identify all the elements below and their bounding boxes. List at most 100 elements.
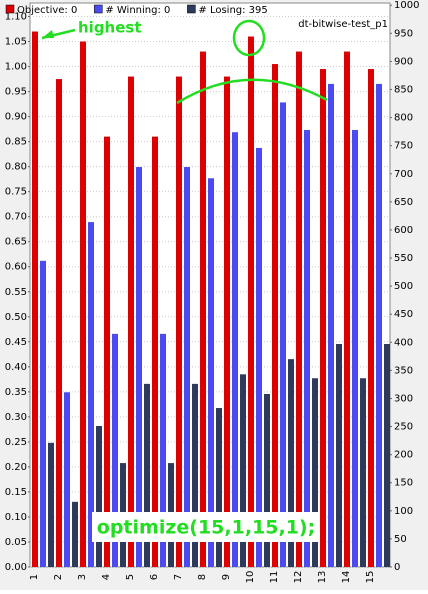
bar — [344, 51, 350, 568]
bar — [96, 426, 102, 567]
y2-tick-label: 800 — [394, 113, 413, 124]
y2-tick-label: 0 — [394, 562, 400, 573]
arrowhead — [42, 30, 54, 38]
y2-tick-label: 750 — [394, 141, 413, 152]
y-tick-label: 0.15 — [5, 487, 27, 498]
bar — [288, 359, 294, 567]
legend-swatch — [5, 4, 15, 14]
y-tick-label: 0.20 — [5, 462, 27, 473]
bar — [384, 343, 390, 567]
circle-mark — [232, 19, 266, 57]
y-tick-label: 0.50 — [5, 312, 27, 323]
y-tick-label: 0.75 — [5, 187, 27, 198]
x-tick-label: 6 — [149, 574, 160, 580]
x-tick-label: 7 — [173, 574, 184, 580]
y-tick-label: 0.05 — [5, 537, 27, 548]
x-tick-label: 1 — [29, 574, 40, 580]
y-tick-label: 0.10 — [5, 512, 27, 523]
y2-tick-label: 450 — [394, 309, 413, 320]
x-tick-label: 9 — [221, 574, 232, 580]
y-tick-label: 0.85 — [5, 137, 27, 148]
y2-tick-label: 150 — [394, 478, 413, 489]
x-tick-label: 5 — [125, 574, 136, 580]
bar — [128, 76, 134, 567]
y2-tick-label: 300 — [394, 393, 413, 404]
x-tick-label: 13 — [317, 571, 328, 584]
x-tick-label: 11 — [269, 571, 280, 584]
y-tick-label: 0.65 — [5, 237, 27, 248]
bar — [192, 383, 198, 567]
y2-tick-label: 350 — [394, 365, 413, 376]
y-tick-label: 0.00 — [5, 562, 27, 573]
bar — [40, 260, 46, 567]
x-tick-label: 3 — [77, 574, 88, 580]
subtitle: dt-bitwise-test_p1 — [298, 19, 388, 30]
y2-tick-label: 200 — [394, 450, 413, 461]
bar — [312, 378, 318, 567]
bar — [232, 132, 238, 567]
y2-tick-label: 500 — [394, 281, 413, 292]
bar — [152, 136, 158, 567]
y-tick-label: 0.30 — [5, 412, 27, 423]
y-tick-label: 0.95 — [5, 87, 27, 98]
y-tick-label: 0.60 — [5, 262, 27, 273]
bar — [360, 378, 366, 567]
bar — [248, 36, 254, 567]
legend-label: # Winning: 0 — [105, 5, 170, 16]
x-tick-label: 14 — [341, 571, 352, 584]
y2-tick-label: 100 — [394, 506, 413, 517]
y2-tick-label: 250 — [394, 422, 413, 433]
bar — [72, 501, 78, 567]
y2-tick-label: 50 — [394, 534, 407, 545]
bar — [32, 31, 38, 568]
y2-tick-label: 950 — [394, 28, 413, 39]
legend-swatch — [187, 4, 196, 14]
x-tick-label: 10 — [245, 571, 256, 584]
y-tick-label: 0.80 — [5, 162, 27, 173]
bar — [336, 343, 342, 567]
bar — [256, 147, 262, 568]
x-tick-label: 4 — [101, 574, 112, 580]
bar — [264, 393, 270, 567]
y2-tick-label: 550 — [394, 253, 413, 264]
y-tick-label: 0.55 — [5, 287, 27, 298]
y-tick-label: 1.00 — [5, 62, 27, 73]
bar — [328, 83, 334, 568]
legend-label: Objective: 0 — [17, 5, 77, 16]
bar — [208, 178, 214, 567]
y2-tick-label: 900 — [394, 56, 413, 67]
legend-label: # Losing: 395 — [198, 5, 267, 16]
bar — [280, 102, 286, 567]
x-tick-label: 8 — [197, 574, 208, 580]
legend-swatch — [94, 4, 103, 14]
bar — [240, 374, 246, 567]
annotation: optimize(15,1,15,1); — [97, 517, 315, 539]
y-tick-label: 0.25 — [5, 437, 27, 448]
bar — [184, 167, 190, 568]
y-tick-label: 0.45 — [5, 337, 27, 348]
y2-tick-label: 650 — [394, 197, 413, 208]
bar — [56, 79, 62, 567]
y2-tick-label: 1000 — [394, 0, 419, 11]
bar — [320, 69, 326, 567]
y2-tick-label: 850 — [394, 85, 413, 96]
y-tick-label: 0.70 — [5, 212, 27, 223]
y2-tick-label: 600 — [394, 225, 413, 236]
y2-tick-label: 700 — [394, 169, 413, 180]
bar — [176, 76, 182, 567]
bar — [272, 64, 278, 567]
bar — [64, 392, 70, 567]
bar — [160, 333, 166, 567]
y-tick-label: 0.90 — [5, 112, 27, 123]
bar — [112, 333, 118, 567]
bar — [216, 408, 222, 567]
annotation-box — [92, 512, 320, 542]
bar — [88, 222, 94, 567]
bar — [376, 83, 382, 568]
bar — [200, 51, 206, 568]
x-tick-label: 15 — [365, 571, 376, 584]
bar — [296, 51, 302, 568]
bar — [352, 129, 358, 567]
bar — [368, 69, 374, 567]
bar — [80, 41, 86, 567]
